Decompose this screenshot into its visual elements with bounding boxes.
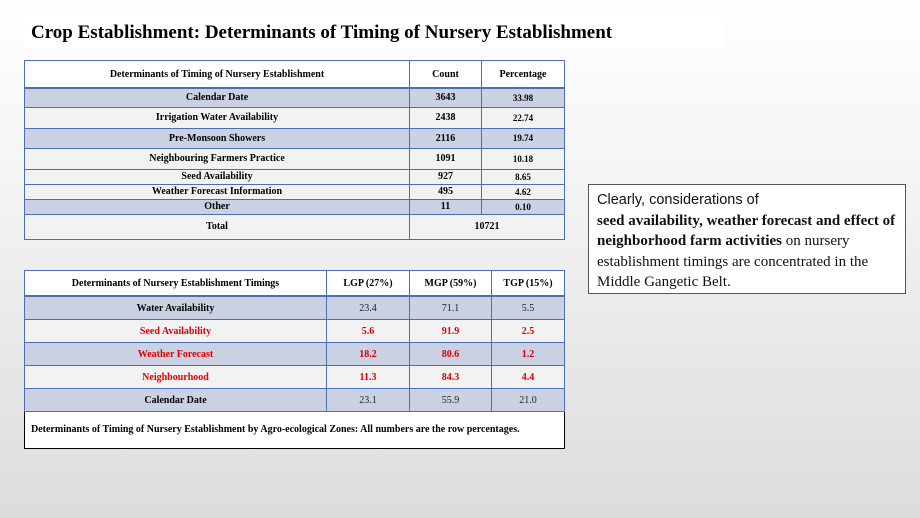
- mgp-cell: 55.9: [409, 388, 492, 412]
- conclusion-note: Clearly, considerations of seed availabi…: [588, 184, 906, 294]
- tgp-cell: 5.5: [491, 295, 565, 320]
- count-cell: 3643: [409, 87, 482, 108]
- percentage-cell: 8.65: [481, 168, 565, 185]
- count-cell: 927: [409, 168, 482, 185]
- determinants-count-table: Determinants of Timing of Nursery Establ…: [24, 60, 565, 240]
- agro-ecological-zones-table: Determinants of Nursery Establishment Ti…: [24, 270, 565, 449]
- note-emphasis: seed availability, weather forecast and …: [597, 212, 896, 250]
- title-box: Crop Establishment: Determinants of Timi…: [24, 16, 724, 49]
- table-header-row: Determinants of Nursery Establishment Ti…: [24, 270, 565, 297]
- column-header: Determinants of Timing of Nursery Establ…: [24, 60, 410, 89]
- page-title: Crop Establishment: Determinants of Timi…: [31, 22, 613, 43]
- tgp-cell: 4.4: [491, 365, 565, 389]
- total-row: Total 10721: [24, 213, 565, 240]
- table-row: Weather Forecast 18.2 80.6 1.2: [24, 342, 565, 366]
- lgp-cell: 5.6: [326, 319, 410, 343]
- table-row: Calendar Date 3643 33.98: [24, 87, 565, 108]
- percentage-cell: 10.18: [481, 147, 565, 170]
- lgp-cell: 23.4: [326, 295, 410, 320]
- note-rest: nursery establishment timings are concen…: [597, 233, 869, 290]
- tgp-cell: 2.5: [491, 319, 565, 343]
- column-header: Determinants of Nursery Establishment Ti…: [24, 270, 327, 297]
- note-intro: Clearly, considerations of: [597, 192, 759, 208]
- percentage-cell: 22.74: [481, 106, 565, 129]
- total-label: Total: [24, 213, 410, 240]
- mgp-cell: 84.3: [409, 365, 492, 389]
- table-row: Weather Forecast Information 495 4.62: [24, 183, 565, 200]
- row-label: Seed Availability: [24, 168, 410, 185]
- table-row: Other 11 0.10: [24, 198, 565, 215]
- table-row: Water Availability 23.4 71.1 5.5: [24, 295, 565, 320]
- row-label: Irrigation Water Availability: [24, 106, 410, 129]
- column-header: Percentage: [481, 60, 565, 89]
- count-cell: 2438: [409, 106, 482, 129]
- table-row: Pre-Monsoon Showers 2116 19.74: [24, 127, 565, 149]
- column-header: MGP (59%): [409, 270, 492, 297]
- table-header-row: Determinants of Timing of Nursery Establ…: [24, 60, 565, 89]
- table-row: Neighbouring Farmers Practice 1091 10.18: [24, 147, 565, 170]
- row-label: Neighbouring Farmers Practice: [24, 147, 410, 170]
- column-header: Count: [409, 60, 482, 89]
- table-row: Calendar Date 23.1 55.9 21.0: [24, 388, 565, 412]
- column-header: LGP (27%): [326, 270, 410, 297]
- table-row: Neighbourhood 11.3 84.3 4.4: [24, 365, 565, 389]
- mgp-cell: 71.1: [409, 295, 492, 320]
- count-cell: 11: [409, 198, 482, 215]
- table-caption: Determinants of Timing of Nursery Establ…: [24, 411, 565, 449]
- row-label: Neighbourhood: [24, 365, 327, 389]
- tgp-cell: 21.0: [491, 388, 565, 412]
- row-label: Calendar Date: [24, 87, 410, 108]
- row-label: Calendar Date: [24, 388, 327, 412]
- count-cell: 2116: [409, 127, 482, 149]
- row-label: Weather Forecast Information: [24, 183, 410, 200]
- count-cell: 1091: [409, 147, 482, 170]
- mgp-cell: 91.9: [409, 319, 492, 343]
- table-row: Seed Availability 5.6 91.9 2.5: [24, 319, 565, 343]
- total-value: 10721: [409, 213, 565, 240]
- percentage-cell: 19.74: [481, 127, 565, 149]
- count-cell: 495: [409, 183, 482, 200]
- row-label: Water Availability: [24, 295, 327, 320]
- percentage-cell: 33.98: [481, 87, 565, 108]
- tgp-cell: 1.2: [491, 342, 565, 366]
- table-row: Seed Availability 927 8.65: [24, 168, 565, 185]
- row-label: Pre-Monsoon Showers: [24, 127, 410, 149]
- percentage-cell: 0.10: [481, 198, 565, 215]
- lgp-cell: 11.3: [326, 365, 410, 389]
- column-header: TGP (15%): [491, 270, 565, 297]
- mgp-cell: 80.6: [409, 342, 492, 366]
- row-label: Weather Forecast: [24, 342, 327, 366]
- row-label: Other: [24, 198, 410, 215]
- percentage-cell: 4.62: [481, 183, 565, 200]
- note-connector: on: [782, 233, 801, 249]
- caption-row: Determinants of Timing of Nursery Establ…: [24, 411, 565, 449]
- lgp-cell: 23.1: [326, 388, 410, 412]
- table-row: Irrigation Water Availability 2438 22.74: [24, 106, 565, 129]
- lgp-cell: 18.2: [326, 342, 410, 366]
- row-label: Seed Availability: [24, 319, 327, 343]
